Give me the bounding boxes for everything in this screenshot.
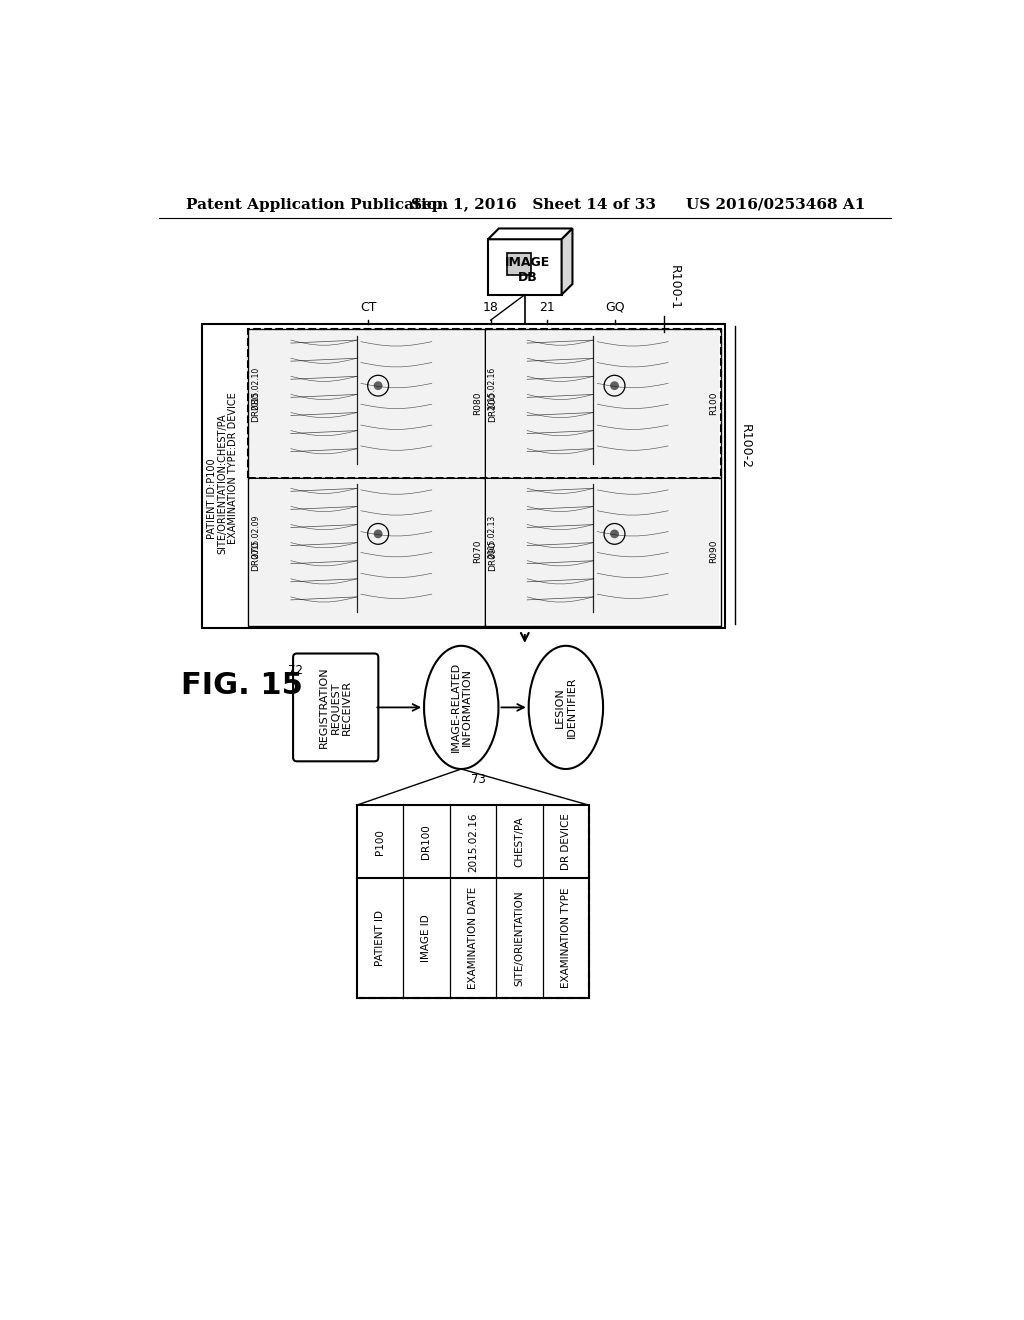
Text: LESION
IDENTIFIER: LESION IDENTIFIER xyxy=(555,677,577,738)
Text: 2015.02.13: 2015.02.13 xyxy=(487,515,497,558)
Text: GQ: GQ xyxy=(605,301,625,314)
Polygon shape xyxy=(561,228,572,294)
FancyBboxPatch shape xyxy=(248,330,484,478)
Text: 2015.02.09: 2015.02.09 xyxy=(251,515,260,558)
FancyBboxPatch shape xyxy=(486,331,719,477)
Text: EXAMINATION TYPE: EXAMINATION TYPE xyxy=(561,888,570,989)
Text: 2015.02.16: 2015.02.16 xyxy=(468,812,478,871)
Text: R090: R090 xyxy=(710,540,719,564)
Text: 73: 73 xyxy=(471,774,485,785)
FancyBboxPatch shape xyxy=(484,330,721,478)
Text: 2015.02.16: 2015.02.16 xyxy=(487,367,497,409)
Text: EXAMINATION TYPE:DR DEVICE: EXAMINATION TYPE:DR DEVICE xyxy=(227,392,238,544)
Circle shape xyxy=(610,381,618,389)
FancyBboxPatch shape xyxy=(293,653,378,762)
Text: 72: 72 xyxy=(288,664,303,677)
Text: DR100: DR100 xyxy=(487,392,497,422)
Text: 21: 21 xyxy=(539,301,554,314)
Text: DR070: DR070 xyxy=(251,540,260,570)
Ellipse shape xyxy=(528,645,603,770)
Text: P100: P100 xyxy=(375,829,385,855)
FancyBboxPatch shape xyxy=(356,805,589,998)
FancyBboxPatch shape xyxy=(507,253,530,275)
Circle shape xyxy=(375,381,382,389)
Text: Patent Application Publication: Patent Application Publication xyxy=(186,198,449,211)
Text: R100-2: R100-2 xyxy=(738,425,752,470)
FancyBboxPatch shape xyxy=(202,323,725,628)
Text: R100-1: R100-1 xyxy=(669,265,681,310)
FancyBboxPatch shape xyxy=(486,479,719,624)
Text: DR DEVICE: DR DEVICE xyxy=(561,813,570,870)
Text: R080: R080 xyxy=(473,392,482,416)
Text: DR100: DR100 xyxy=(421,825,431,859)
Text: PATIENT ID:P100: PATIENT ID:P100 xyxy=(208,459,217,540)
Text: SITE/ORIENTATION: SITE/ORIENTATION xyxy=(514,890,524,986)
FancyBboxPatch shape xyxy=(248,478,484,626)
Circle shape xyxy=(610,531,618,537)
Text: IMAGE
DB: IMAGE DB xyxy=(505,256,551,284)
Text: CHEST/PA: CHEST/PA xyxy=(514,816,524,867)
Polygon shape xyxy=(488,228,572,239)
Text: REGISTRATION
REQUEST
RECEIVER: REGISTRATION REQUEST RECEIVER xyxy=(319,667,352,748)
Circle shape xyxy=(375,531,382,537)
Text: Sep. 1, 2016   Sheet 14 of 33: Sep. 1, 2016 Sheet 14 of 33 xyxy=(411,198,656,211)
Text: SITE/ORIENTATION:CHEST/PA: SITE/ORIENTATION:CHEST/PA xyxy=(217,413,227,554)
Ellipse shape xyxy=(424,645,499,770)
Text: 2015.02.10: 2015.02.10 xyxy=(251,367,260,409)
FancyBboxPatch shape xyxy=(250,479,483,624)
Text: DR090: DR090 xyxy=(487,540,497,570)
Text: DR080: DR080 xyxy=(251,392,260,422)
Text: FIG. 15: FIG. 15 xyxy=(180,672,302,701)
Text: R100: R100 xyxy=(710,392,719,416)
Text: IMAGE ID: IMAGE ID xyxy=(421,915,431,962)
FancyBboxPatch shape xyxy=(250,331,483,477)
Text: US 2016/0253468 A1: US 2016/0253468 A1 xyxy=(686,198,865,211)
Text: CT: CT xyxy=(360,301,377,314)
Text: PATIENT ID: PATIENT ID xyxy=(375,909,385,966)
FancyBboxPatch shape xyxy=(484,478,721,626)
Text: IMAGE-RELATED
INFORMATION: IMAGE-RELATED INFORMATION xyxy=(451,663,472,752)
Text: R070: R070 xyxy=(473,540,482,564)
Text: 18: 18 xyxy=(482,301,499,314)
FancyBboxPatch shape xyxy=(488,239,561,294)
Text: EXAMINATION DATE: EXAMINATION DATE xyxy=(468,887,478,989)
